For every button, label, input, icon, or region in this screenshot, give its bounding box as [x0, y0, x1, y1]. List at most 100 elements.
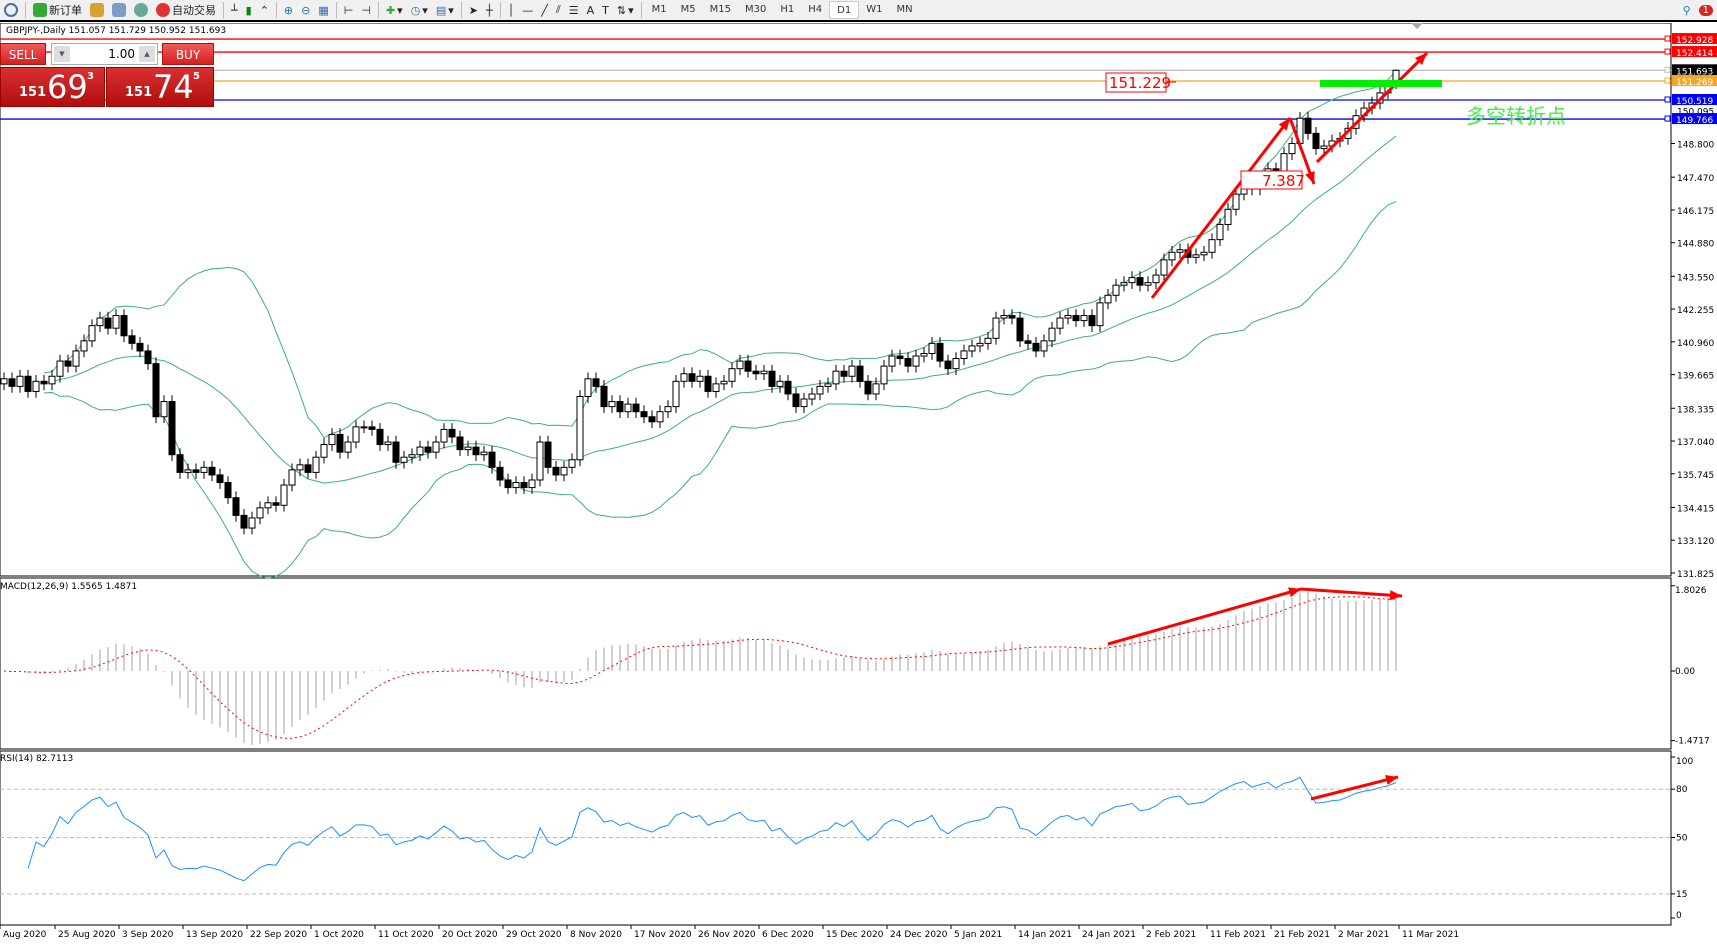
green-marker-bar	[1320, 80, 1442, 87]
text-tool[interactable]: A	[583, 0, 599, 20]
zoom-tool[interactable]	[0, 0, 22, 20]
candle-body	[552, 466, 560, 476]
antenna-icon	[134, 3, 148, 17]
new-order-button[interactable]: 新订单	[29, 0, 86, 20]
arrows-tool[interactable]: ⇅ ▾	[613, 0, 638, 20]
chart-canvas[interactable]: 148.800 147.470 146.175 144.880 143.550 142.2…	[0, 23, 1717, 945]
indicators-button[interactable]: ✚ ▾	[382, 0, 407, 20]
messages-button[interactable]: 1	[1695, 0, 1717, 20]
timeframe-M30[interactable]: M30	[745, 4, 767, 15]
candle-body	[640, 411, 648, 418]
candle-body	[408, 454, 416, 458]
candle-body	[248, 517, 256, 529]
text-label-tool[interactable]: T	[598, 0, 613, 20]
candle-body	[424, 446, 432, 453]
channel-tool[interactable]: ⫽	[552, 0, 565, 20]
search-button[interactable]: ⚲	[1679, 0, 1695, 20]
candle-body	[968, 345, 976, 352]
fibonacci-tool[interactable]: ☰	[565, 0, 583, 20]
candle-body	[64, 360, 72, 367]
timeframe-M1[interactable]: M1	[651, 4, 667, 15]
chart-shift-button[interactable]: ⊣	[357, 0, 375, 20]
candle-body	[264, 502, 272, 509]
trendline-tool[interactable]: ╱	[537, 0, 552, 20]
candle-body	[720, 380, 728, 385]
timeframe-H4[interactable]: H4	[808, 4, 823, 15]
macd-flat-arrow	[1300, 587, 1403, 598]
candle-body	[464, 446, 472, 451]
candle-body	[16, 375, 24, 387]
zoom-out-button[interactable]: ⊖	[297, 0, 314, 20]
candle-body	[584, 378, 592, 398]
uptrend-arrow	[1150, 117, 1292, 299]
candle-body	[1072, 315, 1080, 322]
candle-body	[24, 375, 32, 392]
main-pane	[0, 23, 1672, 577]
candle-body	[296, 464, 304, 471]
decrease-lot-button[interactable]: ▼	[54, 46, 70, 62]
pullback-arrow-head	[1305, 171, 1315, 184]
timeframe-W1[interactable]: W1	[866, 4, 883, 15]
candle-body	[608, 401, 616, 408]
candle-body	[144, 350, 152, 365]
bollinger-middle-band	[43, 135, 1397, 484]
buy-button[interactable]: BUY	[162, 43, 214, 65]
sell-button[interactable]: SELL	[0, 43, 46, 65]
candle-body	[1000, 315, 1008, 319]
lot-size-value[interactable]: 1.00	[108, 47, 135, 61]
uptrend-arrow-head	[1278, 118, 1290, 131]
candle-body	[1168, 251, 1176, 261]
periods-button[interactable]: ◷ ▾	[407, 0, 432, 20]
price-label: 7.387	[1262, 172, 1305, 190]
candle-body	[488, 451, 496, 468]
level-handle	[1664, 35, 1671, 42]
timeframe-MN[interactable]: MN	[896, 4, 913, 15]
price-tick-label: 150.095	[1677, 108, 1714, 118]
candle-body	[704, 375, 712, 392]
templates-button[interactable]: ▤ ▾	[432, 0, 458, 20]
tile-windows-button[interactable]: ▦	[314, 0, 332, 20]
timeframe-H1[interactable]: H1	[780, 4, 795, 15]
lot-size-stepper[interactable]: ▼ 1.00 ▲	[51, 43, 158, 65]
vertical-line-tool[interactable]: │	[504, 0, 519, 20]
horizontal-line-tool[interactable]: —	[518, 0, 537, 20]
candle-body	[560, 466, 568, 476]
bar-chart-button[interactable]: ┴	[227, 0, 242, 20]
signals-button[interactable]	[108, 0, 130, 20]
cursor-tool[interactable]: ➤	[465, 0, 482, 20]
price-tick-label: 144.880	[1677, 240, 1714, 250]
increase-lot-button[interactable]: ▲	[139, 46, 155, 62]
rsi-arrow-head	[1385, 775, 1398, 785]
price-tick-label: 137.040	[1677, 438, 1714, 448]
breakout-arrow	[1315, 51, 1429, 164]
timeframe-D1[interactable]: D1	[829, 1, 860, 19]
candle-body	[104, 317, 112, 329]
history-button[interactable]	[86, 0, 108, 20]
line-chart-button[interactable]: ⌃	[256, 0, 273, 20]
divider	[275, 2, 277, 18]
candle-body	[176, 454, 184, 473]
candle-chart-button[interactable]: ▮	[242, 0, 256, 20]
zoom-in-button[interactable]: ⊕	[280, 0, 297, 20]
candle-body	[1104, 294, 1112, 304]
macd-tick-label: 1.8026	[1675, 586, 1707, 596]
dropdown-arrow-icon: ▾	[628, 3, 634, 17]
timeframe-M5[interactable]: M5	[680, 4, 696, 15]
candle-body	[272, 502, 280, 506]
candle-body	[776, 380, 784, 387]
candle-body	[736, 360, 744, 370]
auto-trading-button[interactable]: 自动交易	[152, 0, 220, 20]
bid-price[interactable]: 151 69 3	[0, 67, 105, 107]
price-tick-label: 133.120	[1677, 537, 1714, 547]
fibonacci-icon: ☰	[568, 3, 579, 17]
broadcast-button[interactable]	[130, 0, 152, 20]
candle-body	[368, 426, 376, 430]
ask-price-prefix: 151	[125, 85, 153, 100]
price-level-tag	[1672, 94, 1717, 106]
crosshair-tool[interactable]: ┼	[482, 0, 497, 20]
ask-price[interactable]: 151 74 5	[106, 67, 214, 107]
candle-body	[1096, 302, 1104, 327]
candle-body	[312, 456, 320, 473]
auto-scroll-button[interactable]: ⊢	[340, 0, 358, 20]
timeframe-M15[interactable]: M15	[709, 4, 732, 15]
